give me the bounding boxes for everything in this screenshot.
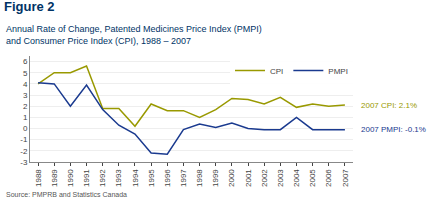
svg-text:1993: 1993	[114, 169, 123, 187]
svg-text:1: 1	[23, 113, 28, 122]
svg-text:3: 3	[23, 91, 28, 100]
svg-text:-1: -1	[20, 135, 28, 144]
svg-text:1994: 1994	[131, 169, 140, 187]
svg-text:2003: 2003	[276, 169, 285, 187]
svg-text:1998: 1998	[195, 169, 204, 187]
svg-text:2006: 2006	[324, 169, 333, 187]
svg-text:2000: 2000	[227, 169, 236, 187]
svg-text:4: 4	[23, 80, 28, 89]
svg-text:1989: 1989	[50, 169, 59, 187]
svg-text:2004: 2004	[292, 169, 301, 187]
svg-text:6: 6	[23, 57, 28, 66]
svg-text:0: 0	[23, 124, 28, 133]
svg-text:2007: 2007	[341, 169, 350, 187]
svg-text:PMPI: PMPI	[328, 67, 348, 76]
svg-text:1991: 1991	[82, 169, 91, 187]
svg-text:Annual Rate of Change, Patente: Annual Rate of Change, Patented Medicine…	[6, 24, 262, 46]
svg-text:CPI: CPI	[270, 67, 283, 76]
svg-text:2007 PMPI: -0.1%: 2007 PMPI: -0.1%	[361, 125, 426, 134]
svg-text:1990: 1990	[66, 169, 75, 187]
svg-text:1996: 1996	[163, 169, 172, 187]
svg-text:2007 CPI: 2.1%: 2007 CPI: 2.1%	[361, 101, 417, 110]
svg-text:1988: 1988	[34, 169, 43, 187]
svg-text:-3: -3	[20, 158, 28, 167]
svg-text:Source: PMPRB and Statistics C: Source: PMPRB and Statistics Canada	[6, 191, 127, 198]
svg-text:2001: 2001	[244, 169, 253, 187]
svg-text:-2: -2	[20, 147, 28, 156]
svg-text:5: 5	[23, 69, 28, 78]
svg-text:1997: 1997	[179, 169, 188, 187]
svg-text:Figure 2: Figure 2	[4, 0, 55, 14]
svg-text:1992: 1992	[98, 169, 107, 187]
svg-text:2: 2	[23, 102, 28, 111]
svg-text:2005: 2005	[308, 169, 317, 187]
svg-text:1995: 1995	[147, 169, 156, 187]
svg-text:2002: 2002	[260, 169, 269, 187]
svg-text:1999: 1999	[211, 169, 220, 187]
